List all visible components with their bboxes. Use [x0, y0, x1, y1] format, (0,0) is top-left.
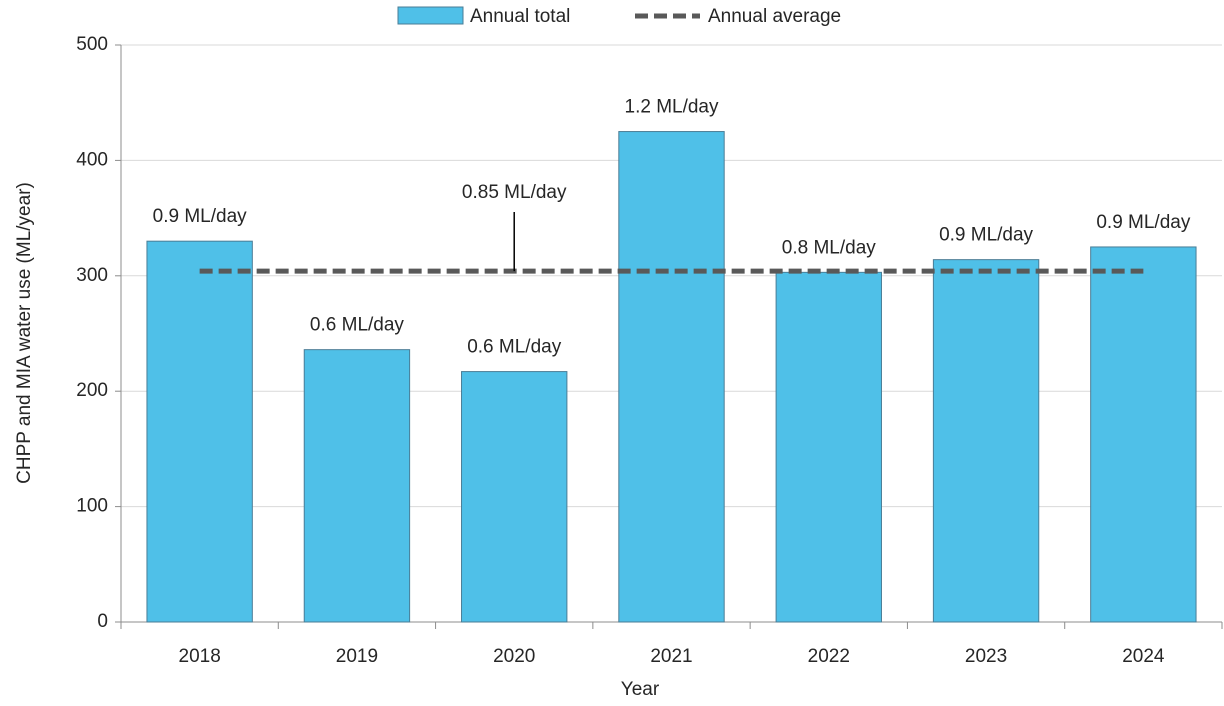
- legend-label: Annual total: [470, 6, 570, 27]
- y-tick-label: 200: [76, 380, 108, 401]
- x-tick-label: 2024: [1122, 646, 1165, 667]
- bar: [303, 349, 411, 623]
- x-tick-label: 2020: [493, 646, 535, 667]
- value-label: 0.6 ML/day: [467, 337, 561, 358]
- x-axis-title: Year: [621, 679, 660, 700]
- legend-label: Annual average: [708, 6, 841, 27]
- legend-swatch: [397, 6, 464, 25]
- value-label: 1.2 ML/day: [625, 97, 719, 118]
- y-tick-label: 400: [76, 149, 108, 170]
- x-tick-label: 2018: [179, 646, 221, 667]
- x-tick-label: 2023: [965, 646, 1007, 667]
- value-label: 0.9 ML/day: [939, 225, 1033, 246]
- y-tick-label: 100: [76, 496, 108, 517]
- value-label: 0.9 ML/day: [1096, 212, 1190, 233]
- x-tick-label: 2019: [336, 646, 378, 667]
- bar: [146, 240, 253, 623]
- bar: [932, 259, 1040, 623]
- bar: [775, 271, 882, 623]
- value-label: 0.6 ML/day: [310, 315, 404, 336]
- bar: [618, 131, 725, 623]
- annotation: 0.85 ML/day: [462, 182, 567, 203]
- y-tick-label: 0: [97, 611, 108, 632]
- y-tick-label: 300: [76, 265, 108, 286]
- y-tick-label: 500: [76, 34, 108, 55]
- bar: [1090, 246, 1197, 623]
- x-tick-label: 2021: [650, 646, 692, 667]
- bar: [461, 371, 568, 623]
- value-label: 0.9 ML/day: [153, 206, 247, 227]
- value-label: 0.8 ML/day: [782, 237, 876, 258]
- x-tick-label: 2022: [808, 646, 850, 667]
- y-axis-title: CHPP and MIA water use (ML/year): [14, 182, 35, 484]
